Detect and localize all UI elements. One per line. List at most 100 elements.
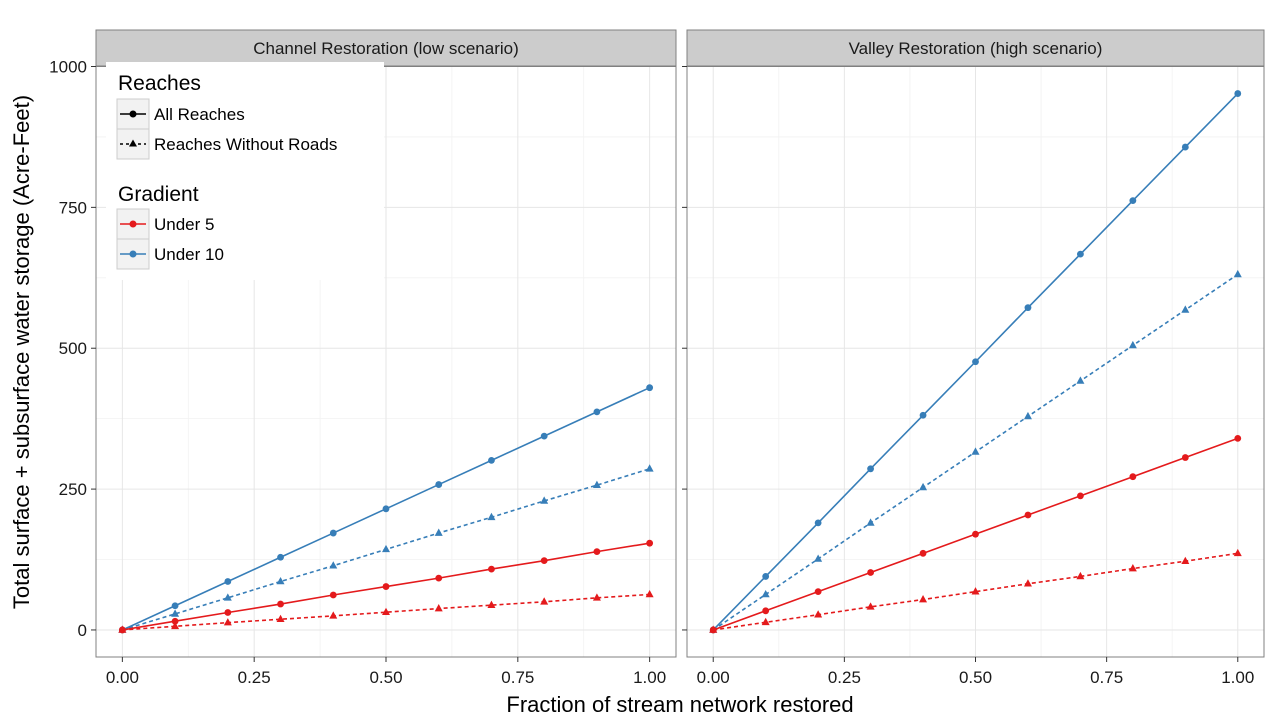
legend-key-under-5 <box>116 208 150 240</box>
circle-marker <box>540 432 548 440</box>
circle-marker <box>435 481 443 488</box>
circle-marker <box>277 553 284 561</box>
circle-marker <box>488 565 495 573</box>
circle-marker <box>972 358 979 366</box>
legend-circle-marker <box>129 220 137 228</box>
circle-marker <box>814 519 822 527</box>
legend-label-under-5: Under 5 <box>154 215 214 234</box>
circle-marker <box>1024 304 1032 312</box>
legend-key-under-10 <box>116 238 150 270</box>
legend-key-reaches-without-roads <box>116 128 150 160</box>
triangle-marker <box>540 496 549 504</box>
y-tick-label: 750 <box>59 198 87 217</box>
circle-marker <box>919 549 927 557</box>
circle-marker <box>488 456 495 464</box>
y-tick-label: 0 <box>78 621 87 640</box>
triangle-marker <box>866 602 875 610</box>
x-tick-label: 1.00 <box>1221 668 1254 687</box>
circle-marker <box>171 617 179 625</box>
legend-reaches-title: Reaches <box>118 72 201 95</box>
circle-marker <box>224 578 232 585</box>
circle-marker <box>1077 492 1084 500</box>
circle-marker <box>329 591 337 599</box>
triangle-marker <box>223 618 232 626</box>
triangle-marker <box>1023 579 1032 587</box>
triangle-marker <box>761 589 770 598</box>
legend-label-all-reaches: All Reaches <box>154 105 245 124</box>
y-tick-label: 250 <box>59 480 87 499</box>
triangle-marker <box>171 621 180 630</box>
x-tick-label: 0.00 <box>697 668 730 687</box>
y-tick-label: 1000 <box>49 58 87 77</box>
triangle-marker <box>434 604 443 612</box>
x-tick-label: 0.50 <box>369 668 402 687</box>
triangle-marker <box>866 518 875 526</box>
circle-marker <box>919 411 927 419</box>
legend-background <box>106 62 384 280</box>
triangle-marker <box>540 597 549 605</box>
panel-strip <box>95 29 677 67</box>
triangle-marker <box>1181 305 1190 313</box>
triangle-marker <box>971 447 980 455</box>
triangle-marker <box>1128 340 1137 349</box>
circle-marker <box>329 529 337 537</box>
x-tick-label: 0.50 <box>959 668 992 687</box>
triangle-marker <box>592 593 601 601</box>
x-tick-label: 0.00 <box>106 668 139 687</box>
triangle-marker <box>1076 376 1085 384</box>
triangle-marker <box>592 480 601 488</box>
x-tick-label: 0.25 <box>238 668 271 687</box>
triangle-marker <box>919 482 928 491</box>
circle-marker <box>224 609 232 616</box>
legend-label-under-10: Under 10 <box>154 245 224 264</box>
y-tick-label: 500 <box>59 339 87 358</box>
circle-marker <box>762 573 770 580</box>
circle-marker <box>867 569 874 576</box>
triangle-marker <box>223 593 232 601</box>
triangle-marker <box>382 607 390 616</box>
triangle-marker <box>709 625 718 633</box>
circle-marker <box>1077 250 1084 258</box>
legend-triangle-marker <box>129 139 137 147</box>
x-axis-title: Fraction of stream network restored <box>506 692 853 717</box>
circle-marker <box>972 530 979 538</box>
triangle-marker <box>1128 564 1137 572</box>
triangle-marker <box>276 576 285 585</box>
legend-circle-marker <box>129 250 137 258</box>
circle-marker <box>1181 454 1189 461</box>
circle-marker <box>1129 473 1137 481</box>
x-tick-label: 0.75 <box>1090 668 1123 687</box>
legend-label-reaches-without-roads: Reaches Without Roads <box>154 135 337 154</box>
triangle-marker <box>761 617 770 626</box>
x-tick-label: 0.25 <box>828 668 861 687</box>
triangle-marker <box>171 609 180 617</box>
panel-2: Valley Restoration (high scenario) 0.00 0.… <box>682 29 1265 687</box>
triangle-marker <box>645 464 654 472</box>
circle-marker <box>1234 434 1242 442</box>
triangle-marker <box>382 544 390 553</box>
circle-marker <box>646 539 654 547</box>
legend-gradient-title: Gradient <box>118 183 199 206</box>
triangle-marker <box>1233 548 1242 557</box>
triangle-marker <box>276 614 285 623</box>
triangle-marker <box>814 554 823 562</box>
circle-marker <box>867 465 874 473</box>
x-tick-label: 1.00 <box>633 668 666 687</box>
triangle-marker <box>919 595 928 603</box>
panel-title: Channel Restoration (low scenario) <box>253 39 519 58</box>
y-axis-title: Total surface + subsurface water storage… <box>9 95 34 609</box>
legend-circle-marker <box>129 110 137 118</box>
triangle-marker <box>645 589 654 598</box>
circle-marker <box>814 588 822 596</box>
circle-marker <box>171 602 179 610</box>
circle-marker <box>540 557 548 565</box>
triangle-marker <box>487 600 496 608</box>
triangle-marker <box>487 512 496 521</box>
triangle-marker <box>814 610 823 618</box>
triangle-marker <box>329 561 338 569</box>
x-tick-label: 0.75 <box>501 668 534 687</box>
circle-marker <box>1234 90 1242 97</box>
triangle-marker <box>434 528 443 536</box>
legend-key-all-reaches <box>116 98 150 130</box>
